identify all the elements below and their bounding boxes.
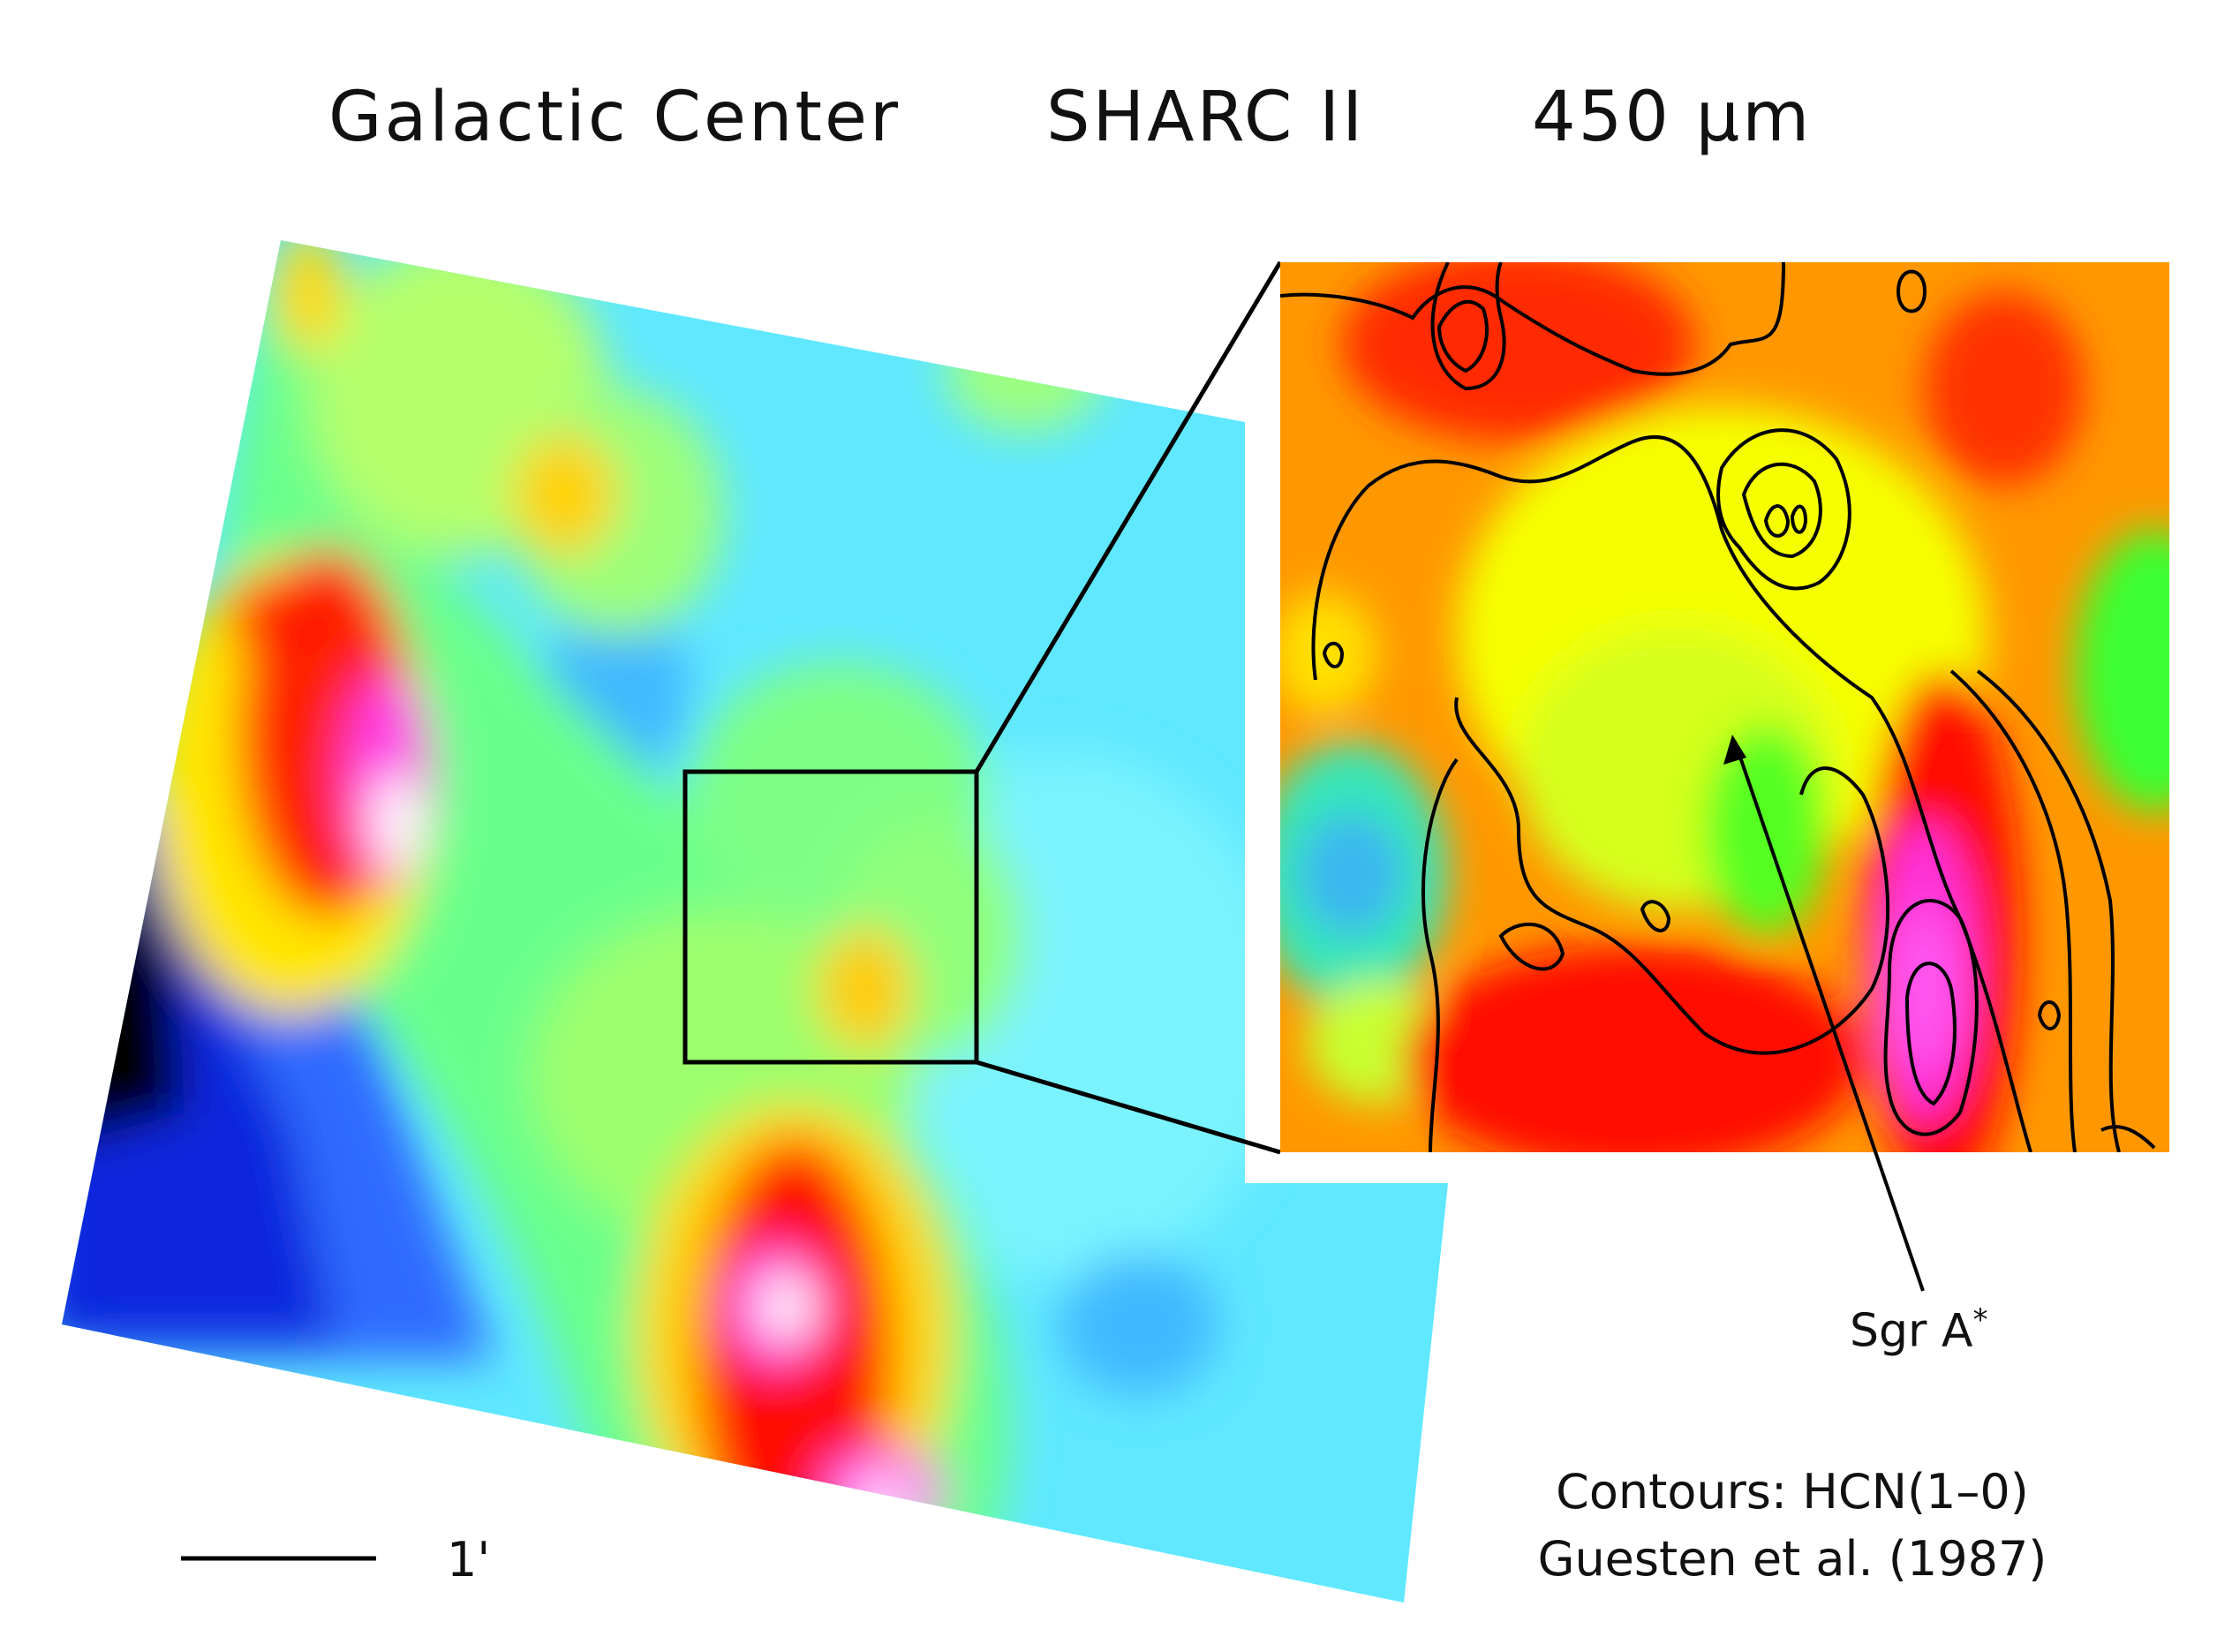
hcn-contours	[1280, 262, 2156, 1152]
reference-caption: Guesten et al. (1987)	[1537, 1531, 2047, 1587]
zoom-connector-top	[974, 260, 1283, 773]
zoom-region-box	[682, 769, 979, 1065]
zoom-connector-bottom	[976, 1060, 1281, 1155]
sgr-a-arrow-line	[1733, 741, 1925, 1292]
inset-map-image	[1280, 262, 2169, 1152]
title-instrument: SHARC II	[1046, 78, 1366, 157]
arrow-up-icon	[1723, 735, 1746, 765]
main-map-image	[62, 240, 1448, 1603]
sgr-a-label: Sgr A*	[1850, 1302, 1988, 1358]
title-object: Galactic Center	[328, 78, 901, 157]
scale-bar-label: 1'	[447, 1532, 491, 1588]
contours-caption: Contours: HCN(1–0)	[1556, 1464, 2029, 1520]
title-wavelength: 450 μm	[1532, 78, 1813, 157]
